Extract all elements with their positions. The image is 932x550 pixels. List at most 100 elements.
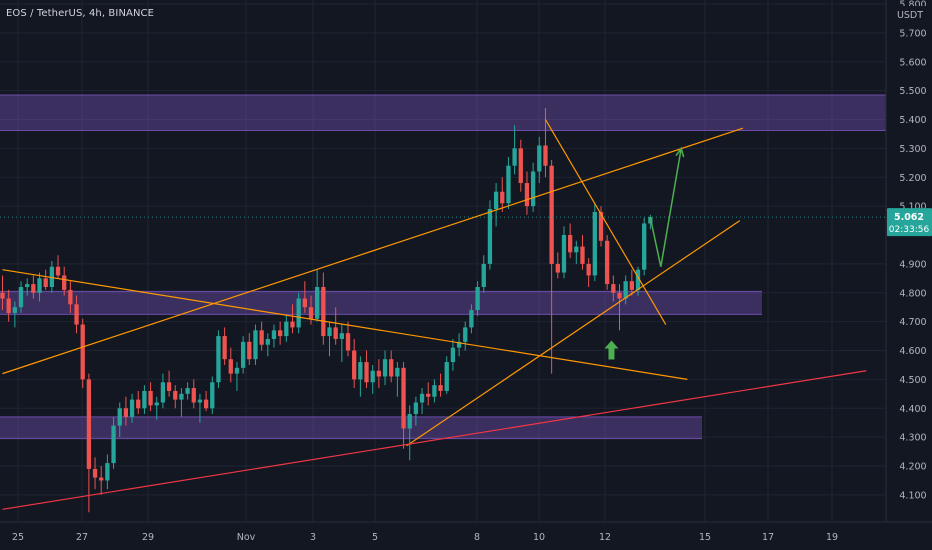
candle-body xyxy=(617,292,622,299)
candle-body xyxy=(586,263,591,276)
y-tick-label: 4.100 xyxy=(899,490,926,501)
candle-body xyxy=(629,281,634,290)
candle-body xyxy=(160,382,166,403)
candle-body xyxy=(567,235,573,253)
last-price-label: 5.062 xyxy=(894,212,924,223)
candle-body xyxy=(481,263,486,287)
candle-body xyxy=(549,165,554,264)
candle-body xyxy=(352,350,357,380)
candle-body xyxy=(574,246,579,253)
candle-body xyxy=(475,286,480,311)
candle-body xyxy=(469,310,474,328)
candle-body xyxy=(395,367,400,377)
candle-body xyxy=(524,183,530,207)
candle-body xyxy=(49,266,55,287)
candle-body xyxy=(240,341,246,368)
x-tick-label: 25 xyxy=(12,532,24,543)
y-tick-label: 5.200 xyxy=(899,173,926,184)
candle-body xyxy=(222,336,227,360)
last-price-badge xyxy=(887,208,932,237)
candle-body xyxy=(463,327,468,342)
candle-body xyxy=(426,393,431,397)
candle-body xyxy=(68,289,73,305)
candle-body xyxy=(18,286,24,308)
candle-body xyxy=(148,390,153,406)
candle-body xyxy=(308,307,314,319)
up-arrow-icon xyxy=(604,340,619,360)
candle-body xyxy=(635,269,641,290)
candle-body xyxy=(623,281,628,299)
candle-body xyxy=(111,425,116,464)
candle-body xyxy=(179,393,184,400)
candle-body xyxy=(512,148,517,166)
candle-body xyxy=(358,362,363,380)
unit-label-bg xyxy=(888,6,932,22)
projection-arrowhead xyxy=(675,146,685,158)
candle-body xyxy=(456,341,462,348)
y-tick-label: 5.800 xyxy=(899,0,926,11)
candle-body xyxy=(117,408,122,426)
x-tick-label: 15 xyxy=(699,532,711,543)
countdown-label: 02:33:56 xyxy=(889,225,930,235)
x-tick-label: 19 xyxy=(826,532,838,543)
candle-body xyxy=(345,333,351,351)
x-tick-label: 5 xyxy=(372,532,378,543)
y-tick-label: 4.800 xyxy=(899,288,926,299)
candle-body xyxy=(364,362,369,383)
projection-path xyxy=(649,148,682,267)
candle-body xyxy=(302,298,307,308)
y-tick-label: 5.500 xyxy=(899,86,926,97)
candle-body xyxy=(370,370,375,383)
price-axis-bg xyxy=(886,0,932,550)
x-tick-label: 27 xyxy=(76,532,88,543)
candle-body xyxy=(605,240,610,285)
x-tick-label: 8 xyxy=(474,532,480,543)
candle-body xyxy=(413,402,419,415)
candle-body xyxy=(12,307,17,313)
candle-body xyxy=(203,399,209,409)
candle-body xyxy=(315,286,320,319)
candle-body xyxy=(278,330,283,337)
y-tick-label: 4.600 xyxy=(899,346,926,357)
candle-body xyxy=(228,359,233,374)
y-tick-label: 4.300 xyxy=(899,433,926,444)
y-tick-label: 5.700 xyxy=(899,28,926,39)
price-axis[interactable]: 5.800 5.700 5.600 5.500 5.400 5.300 5.200 5.100… xyxy=(885,0,932,550)
candle-body xyxy=(123,408,129,417)
candle-body xyxy=(62,275,67,290)
y-tick-label: 4.500 xyxy=(899,375,926,386)
trendline-long-term-support xyxy=(2,370,867,510)
candle-body xyxy=(253,330,258,360)
candle-body xyxy=(234,367,240,374)
candle-body xyxy=(444,362,449,391)
candle-body xyxy=(216,336,221,383)
y-tick-label: 5.600 xyxy=(899,57,926,68)
candle-body xyxy=(537,145,542,172)
y-tick-label: 4.200 xyxy=(899,462,926,473)
candle-body xyxy=(438,385,443,391)
candle-body xyxy=(92,468,98,478)
candle-body xyxy=(530,171,536,207)
candle-body xyxy=(0,292,5,299)
candle-body xyxy=(284,321,289,337)
candle-body xyxy=(154,402,159,406)
candle-body xyxy=(25,284,30,287)
time-axis-bg xyxy=(0,522,932,550)
chart-grid xyxy=(0,0,886,522)
trendline-descending-resistance xyxy=(2,269,688,380)
time-axis[interactable]: 25 27 29 Nov 3 5 8 10 12 15 17 19 xyxy=(0,521,932,550)
x-tick-label: 17 xyxy=(762,532,774,543)
candle-body xyxy=(191,388,196,403)
candle-body xyxy=(432,385,437,397)
trendline-rising-support xyxy=(406,220,741,447)
candle-body xyxy=(450,347,456,363)
candle-body xyxy=(580,246,585,264)
candle-body xyxy=(265,338,270,345)
candle-body xyxy=(339,333,344,339)
y-tick-label: 4.900 xyxy=(899,259,926,270)
candle-body xyxy=(506,165,511,204)
y-tick-label: 4.700 xyxy=(899,317,926,328)
candle-body xyxy=(376,370,382,377)
candle-body xyxy=(333,327,338,339)
